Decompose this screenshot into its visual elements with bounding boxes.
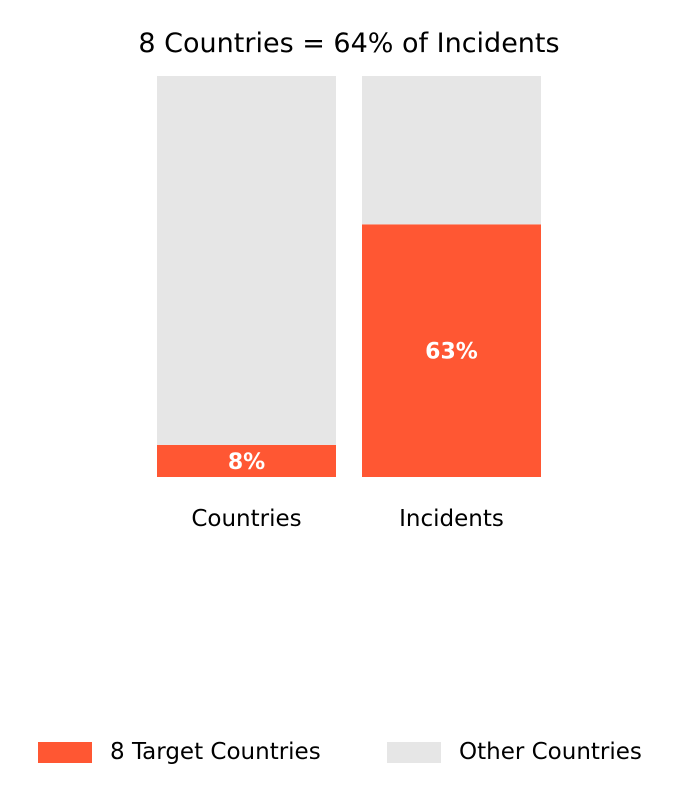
chart-title: 8 Countries = 64% of Incidents bbox=[138, 28, 559, 59]
legend-item-other: Other Countries bbox=[387, 730, 642, 774]
legend: 8 Target Countries Other Countries bbox=[0, 730, 698, 774]
legend-item-target: 8 Target Countries bbox=[38, 730, 321, 774]
category-labels: Countries Incidents bbox=[191, 506, 504, 532]
legend-swatch-target bbox=[38, 741, 92, 763]
bar-countries-target bbox=[157, 444, 336, 477]
data-label-countries: 8% bbox=[228, 450, 265, 475]
bar-incidents-target bbox=[362, 224, 541, 477]
legend-label-other: Other Countries bbox=[459, 739, 642, 765]
bar-group: 8% 63% bbox=[157, 76, 541, 477]
data-label-incidents: 63% bbox=[425, 340, 478, 365]
legend-swatch-other bbox=[387, 741, 441, 763]
bar-incidents-other bbox=[362, 76, 541, 225]
bar-countries-other bbox=[157, 76, 336, 445]
category-label-countries: Countries bbox=[191, 506, 301, 532]
stacked-bar-chart: 8 Countries = 64% of Incidents 8% 63% Cou… bbox=[138, 28, 559, 532]
category-label-incidents: Incidents bbox=[399, 506, 504, 532]
legend-label-target: 8 Target Countries bbox=[110, 739, 321, 765]
